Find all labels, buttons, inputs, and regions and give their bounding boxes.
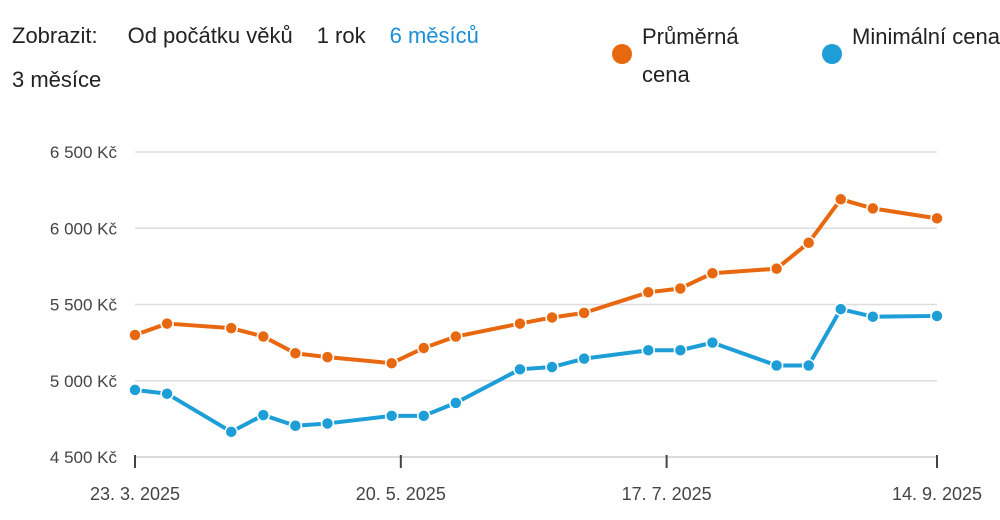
filter-option-6-months[interactable]: 6 měsíců	[389, 23, 479, 48]
y-tick-label: 5 000 Kč	[50, 372, 118, 391]
data-point-prumerna-cena	[641, 285, 656, 300]
data-point-minimalni-cena	[834, 302, 848, 316]
data-point-minimalni-cena	[160, 386, 174, 401]
x-axis: 23. 3. 2025 20. 5. 2025 17. 7. 2025 14. 9. …	[90, 455, 982, 504]
series-line-minimalni-cena	[133, 307, 939, 434]
data-point-minimalni-cena	[673, 343, 688, 357]
y-tick-label: 5 500 Kč	[50, 296, 118, 315]
data-point-minimalni-cena	[384, 409, 399, 423]
data-point-minimalni-cena	[577, 351, 591, 366]
data-point-prumerna-cena	[930, 211, 944, 226]
legend-dot-average	[612, 44, 632, 64]
data-point-prumerna-cena	[128, 328, 142, 342]
data-point-prumerna-cena	[545, 310, 559, 325]
series-line-prumerna-cena	[133, 197, 939, 366]
data-point-prumerna-cena	[160, 316, 174, 331]
data-point-minimalni-cena	[641, 343, 656, 357]
grid-lines	[135, 151, 937, 382]
data-point-minimalni-cena	[416, 409, 431, 423]
data-point-prumerna-cena	[673, 281, 688, 296]
legend-dot-minimum	[822, 44, 842, 64]
filter-option-1-year[interactable]: 1 rok	[316, 23, 366, 48]
x-tick-label: 14. 9. 2025	[892, 484, 982, 504]
data-point-prumerna-cena	[866, 201, 880, 216]
data-point-minimalni-cena	[288, 418, 303, 433]
data-point-prumerna-cena	[705, 266, 720, 280]
x-tick-label: 20. 5. 2025	[356, 484, 446, 504]
data-point-minimalni-cena	[128, 383, 142, 397]
y-tick-label: 6 000 Kč	[50, 219, 118, 238]
data-point-prumerna-cena	[513, 316, 527, 331]
x-tick-label: 23. 3. 2025	[90, 484, 180, 504]
data-point-minimalni-cena	[801, 358, 816, 373]
data-point-prumerna-cena	[320, 350, 335, 364]
data-point-minimalni-cena	[705, 335, 720, 350]
data-point-prumerna-cena	[416, 341, 431, 355]
data-point-prumerna-cena	[769, 261, 784, 276]
data-point-minimalni-cena	[866, 309, 880, 324]
y-axis: 4 500 Kč 5 000 Kč 5 500 Kč 6 000 Kč 6 500 Kč	[50, 143, 118, 467]
period-filter: Zobrazit: Od počátku věků 1 rok 6 měsíců 3 m…	[12, 14, 572, 102]
data-point-minimalni-cena	[769, 358, 784, 373]
filter-label: Zobrazit:	[12, 23, 98, 48]
data-point-prumerna-cena	[834, 192, 848, 207]
y-tick-label: 4 500 Kč	[50, 448, 118, 467]
data-point-prumerna-cena	[449, 329, 463, 344]
data-point-minimalni-cena	[256, 408, 271, 422]
filter-option-3-months[interactable]: 3 měsíce	[12, 67, 102, 92]
data-point-minimalni-cena	[320, 416, 335, 431]
data-point-minimalni-cena	[930, 309, 944, 323]
data-point-prumerna-cena	[384, 356, 399, 370]
legend-label-average: Průměrná cena	[642, 24, 739, 87]
data-point-minimalni-cena	[513, 362, 527, 377]
data-point-prumerna-cena	[577, 306, 591, 320]
data-point-prumerna-cena	[288, 346, 303, 361]
filter-option-all-time[interactable]: Od počátku věků	[127, 23, 293, 48]
data-point-prumerna-cena	[256, 329, 271, 344]
data-point-prumerna-cena	[801, 235, 816, 250]
y-tick-label: 6 500 Kč	[50, 143, 118, 162]
data-point-prumerna-cena	[224, 321, 238, 335]
x-tick-label: 17. 7. 2025	[622, 484, 712, 504]
legend-label-minimum: Minimální cena	[852, 24, 1000, 49]
series-layer	[128, 192, 944, 439]
data-point-minimalni-cena	[545, 360, 559, 374]
data-point-minimalni-cena	[224, 425, 238, 439]
data-point-minimalni-cena	[449, 396, 463, 410]
